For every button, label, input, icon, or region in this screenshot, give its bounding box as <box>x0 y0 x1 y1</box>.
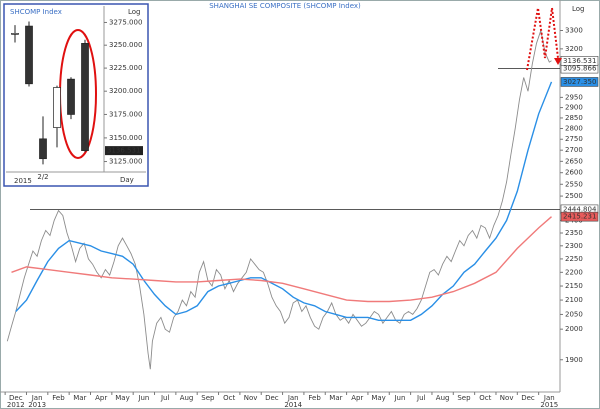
x-tick-label: May <box>371 394 385 402</box>
series-line <box>11 216 552 303</box>
y-tick-label: 2500 <box>565 192 583 200</box>
x-tick-label: May <box>115 394 129 402</box>
x-tick-label: Apr <box>351 394 363 402</box>
x-tick-label: Feb <box>308 394 321 402</box>
y-tick-label: 2650 <box>565 157 583 165</box>
x-year-label: 2015 <box>540 401 558 409</box>
inset-year: 2015 <box>14 177 32 185</box>
value-tag <box>560 77 599 87</box>
y-tick-label: 3200.000 <box>109 87 142 95</box>
y-tick-label: 3275.000 <box>109 18 142 26</box>
value-tag <box>560 56 599 66</box>
y-tick-label: 3200 <box>565 45 583 53</box>
y-tick-label: 3225.000 <box>109 64 142 72</box>
x-tick-label: Jun <box>137 394 149 402</box>
y-tick-label: 3175.000 <box>109 110 142 118</box>
y-tick-label: 2700 <box>565 146 583 154</box>
y-tick-label: 2950 <box>565 93 583 101</box>
value-tag-label: 3027.350 <box>563 78 596 86</box>
value-tag-label: 3136.531 <box>107 147 140 155</box>
candle-body <box>39 138 47 160</box>
x-tick-label: Sep <box>457 394 471 402</box>
x-tick-label: 2/2 <box>37 173 48 181</box>
inset: SHCOMP Index Log 2015 Day 3275.000 3250.0… <box>3 3 149 187</box>
x-tick-label: Mar <box>329 394 342 402</box>
y-tick-label: 2800 <box>565 124 583 132</box>
x-tick-label: Dec <box>265 394 279 402</box>
value-tag-label: 3136.531 <box>563 57 596 65</box>
value-tag-label: 2415.231 <box>563 213 596 221</box>
x-tick-label: Nov <box>244 394 258 402</box>
y-tick-label: 2350 <box>565 229 583 237</box>
candle-body <box>25 25 33 85</box>
x-tick-label: Apr <box>95 394 107 402</box>
scale-label: Log <box>572 5 585 13</box>
reference-tag-label: 3095.866 <box>563 65 597 73</box>
x-tick-label: Jan <box>31 394 43 402</box>
value-tag <box>105 146 143 156</box>
x-tick-label: Mar <box>73 394 86 402</box>
projection-arrow <box>554 58 562 65</box>
chart-title: SHANGHAI SE COMPOSITE (SHCOMP Index) <box>209 2 361 10</box>
candle-body <box>67 78 75 115</box>
x-tick-label: Oct <box>479 394 491 402</box>
y-tick-label: 2150 <box>565 282 583 290</box>
y-tick-label: 3150.000 <box>109 134 142 142</box>
x-tick-label: Feb <box>52 394 65 402</box>
series-line <box>6 28 552 370</box>
y-tick-label: 2250 <box>565 255 583 263</box>
candle-body <box>11 32 19 35</box>
inset-unit: Day <box>120 176 134 184</box>
y-tick-label: 1900 <box>565 356 583 364</box>
y-tick-label: 2100 <box>565 296 583 304</box>
y-tick-label: 2200 <box>565 268 583 276</box>
y-tick-label: 2050 <box>565 310 583 318</box>
y-tick-label: 3250.000 <box>109 41 142 49</box>
x-tick-label: Oct <box>223 394 235 402</box>
x-tick-label: Jan <box>543 394 555 402</box>
y-tick-label: 3125.000 <box>109 158 142 166</box>
x-year-label: 2012 <box>7 401 25 409</box>
inset-scale-label: Log <box>128 8 141 16</box>
y-tick-label: 2600 <box>565 169 583 177</box>
x-tick-label: Aug <box>180 394 194 402</box>
y-tick-label: 2900 <box>565 104 583 112</box>
y-tick-label: 2750 <box>565 135 583 143</box>
series-line <box>15 81 553 321</box>
x-tick-label: Jul <box>160 394 170 402</box>
x-tick-label: Aug <box>436 394 450 402</box>
y-tick-label: 2850 <box>565 114 583 122</box>
y-tick-label: 3300 <box>565 27 583 35</box>
x-tick-label: Dec <box>521 394 535 402</box>
y-tick-label: 2550 <box>565 180 583 188</box>
value-tag <box>560 211 599 222</box>
y-tick-label: 2000 <box>565 325 583 333</box>
x-year-label: 2013 <box>28 401 46 409</box>
x-tick-label: Jun <box>393 394 405 402</box>
candle-body <box>53 87 61 128</box>
reference-tag-label: 2444.804 <box>563 205 597 213</box>
y-tick-label: 2300 <box>565 242 583 250</box>
inset-title: SHCOMP Index <box>10 8 62 16</box>
projection <box>526 7 559 71</box>
x-tick-label: Jan <box>287 394 299 402</box>
x-tick-label: Jul <box>416 394 426 402</box>
x-tick-label: Sep <box>201 394 215 402</box>
x-year-label: 2014 <box>284 401 302 409</box>
candle-body <box>81 43 89 151</box>
x-tick-label: Nov <box>500 394 514 402</box>
x-tick-label: Dec <box>9 394 23 402</box>
